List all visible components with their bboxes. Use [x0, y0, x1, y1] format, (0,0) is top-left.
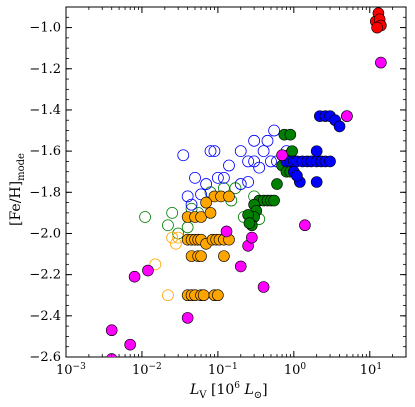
- open-point: [234, 145, 247, 158]
- open-point: [265, 155, 277, 168]
- open-point: [242, 155, 255, 168]
- x-tick-base: 10: [208, 363, 225, 378]
- open-point: [185, 198, 198, 211]
- filled-point: [284, 128, 297, 141]
- open-point: [208, 145, 221, 158]
- open-point: [204, 145, 217, 158]
- x-tick-label: 10−1: [208, 362, 238, 378]
- x-tick-exp: 1: [376, 362, 382, 372]
- open-point: [200, 178, 213, 190]
- open-point: [162, 219, 174, 232]
- filled-point: [200, 196, 212, 209]
- x-tick-exp: 0: [300, 362, 306, 372]
- filled-point: [204, 207, 217, 219]
- x-tick-base: 10: [132, 363, 149, 378]
- filled-point: [223, 190, 235, 203]
- filled-point: [324, 155, 336, 168]
- filled-point: [268, 194, 280, 207]
- filled-point: [220, 225, 233, 238]
- filled-point: [105, 324, 118, 337]
- open-point: [181, 190, 194, 203]
- filled-point: [310, 176, 323, 188]
- x-label-main: L: [189, 382, 199, 398]
- x-tick-exp: −3: [73, 362, 87, 372]
- x-tick-base: 10: [284, 363, 301, 378]
- x-label-sub: V: [198, 390, 207, 401]
- open-point: [139, 211, 151, 223]
- filled-point: [333, 120, 346, 133]
- open-point: [166, 231, 179, 244]
- y-tick-label: −1.0: [29, 21, 61, 36]
- y-tick-label: −2.4: [29, 309, 61, 324]
- open-point: [162, 289, 174, 302]
- filled-point: [276, 149, 288, 162]
- y-tick-label: −1.8: [29, 185, 61, 200]
- x-tick-exp: −1: [224, 362, 237, 372]
- open-point: [261, 134, 274, 147]
- filled-point: [286, 145, 298, 157]
- x-axis-label: LV [106 L⊙]: [189, 381, 268, 401]
- open-point: [253, 161, 266, 174]
- x-tick-label: 10−2: [132, 362, 162, 378]
- filled-point: [246, 231, 258, 244]
- y-label-main: [Fe/H]: [8, 181, 24, 226]
- x-tick-label: 101: [360, 362, 382, 378]
- open-point: [149, 258, 162, 271]
- y-tick-label: −1.2: [29, 62, 61, 77]
- open-point: [211, 171, 224, 184]
- filled-point: [197, 289, 210, 302]
- filled-point: [257, 281, 270, 293]
- y-label-sub: mode: [16, 153, 27, 181]
- x-tick-base: 10: [360, 363, 377, 378]
- filled-point: [195, 250, 207, 262]
- y-tick-label: −2.6: [29, 350, 61, 365]
- filled-point: [212, 289, 224, 302]
- points-layer: [105, 7, 387, 357]
- filled-point: [310, 145, 323, 157]
- open-point: [169, 237, 182, 250]
- filled-point: [128, 270, 141, 283]
- filled-point: [234, 260, 247, 273]
- x-tick-label: 10−3: [56, 362, 86, 378]
- open-point: [181, 221, 194, 234]
- filled-point: [181, 312, 194, 324]
- open-point: [268, 124, 281, 137]
- y-axis-label: [Fe/H]mode: [8, 153, 27, 226]
- x-label-close: ]: [262, 382, 267, 398]
- y-tick-label: −1.6: [29, 144, 61, 159]
- filled-point: [371, 21, 383, 34]
- open-point: [234, 178, 247, 190]
- ticks-layer: 10−3 10−2 10−1 100 101−2.6−2.4−2.2−2.0−1.8−1…: [29, 6, 407, 378]
- x-label-rest2: L: [240, 382, 254, 398]
- filled-point: [341, 110, 353, 122]
- filled-point: [271, 178, 283, 190]
- filled-point: [375, 56, 387, 69]
- filled-point: [291, 170, 303, 182]
- x-tick-label: 100: [284, 362, 307, 378]
- y-tick-label: −2.0: [29, 226, 61, 241]
- x-tick-exp: −2: [148, 362, 161, 372]
- y-tick-label: −1.4: [29, 103, 61, 118]
- x-tick-base: 10: [56, 363, 73, 378]
- x-label-sub2: ⊙: [254, 390, 262, 401]
- filled-point: [243, 217, 256, 229]
- open-point: [248, 134, 261, 147]
- open-point: [223, 159, 235, 172]
- x-label-sup: 6: [234, 381, 240, 391]
- open-point: [257, 145, 270, 158]
- x-label-rest: [10: [207, 382, 235, 398]
- open-point: [177, 149, 190, 162]
- open-point: [166, 206, 179, 219]
- filled-point: [299, 219, 311, 232]
- filled-point: [124, 338, 136, 351]
- filled-point: [218, 250, 230, 262]
- y-tick-label: −2.2: [29, 268, 61, 283]
- filled-point: [142, 264, 154, 277]
- open-point: [189, 171, 201, 184]
- open-point: [242, 176, 255, 188]
- open-point: [217, 171, 230, 184]
